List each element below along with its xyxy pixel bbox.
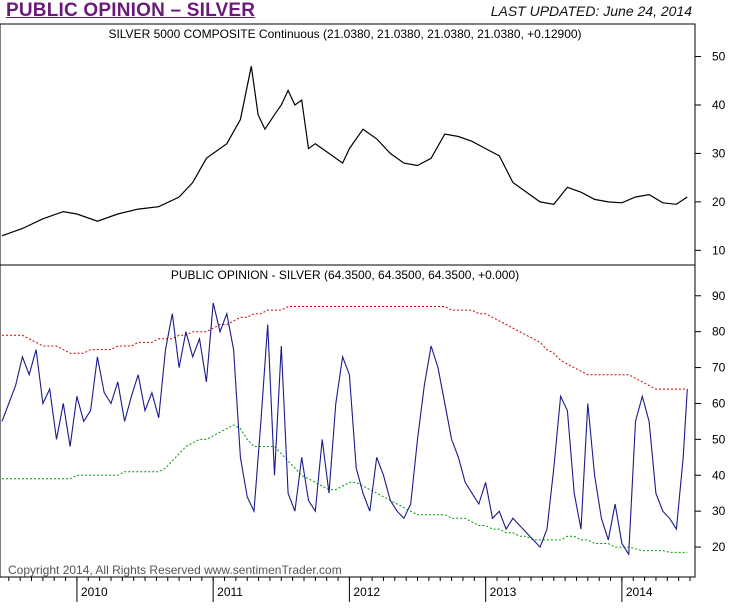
plot-frame <box>0 23 696 578</box>
opinion-panel-title: PUBLIC OPINION - SILVER (64.3500, 64.350… <box>171 268 519 282</box>
lower-band-line <box>2 424 688 553</box>
opinion-y-tick-label: 40 <box>712 468 726 482</box>
price-y-tick-label: 30 <box>712 146 726 160</box>
x-tick-label: 2012 <box>353 585 380 599</box>
opinion-y-tick-label: 20 <box>712 540 726 554</box>
price-y-axis: 10 20 30 40 50 <box>695 50 726 257</box>
upper-band-line <box>2 306 688 390</box>
price-y-tick-label: 20 <box>712 195 726 209</box>
public-opinion-line <box>1 302 688 556</box>
price-y-tick-label: 10 <box>712 243 726 257</box>
copyright-text: Copyright 2014, All Rights Reserved www.… <box>8 563 342 577</box>
opinion-y-tick-label: 60 <box>712 396 726 410</box>
opinion-y-tick-label: 80 <box>712 325 726 339</box>
price-y-tick-label: 50 <box>712 50 726 64</box>
price-panel-title: SILVER 5000 COMPOSITE Continuous (21.038… <box>108 27 581 41</box>
opinion-y-tick-label: 30 <box>712 504 726 518</box>
x-tick-label: 2014 <box>626 585 653 599</box>
opinion-y-axis: 20 30 40 50 60 70 80 90 <box>695 289 726 554</box>
silver-price-line <box>1 66 688 237</box>
opinion-y-tick-label: 70 <box>712 361 726 375</box>
last-updated-label: LAST UPDATED: June 24, 2014 <box>490 3 692 19</box>
opinion-y-tick-label: 50 <box>712 432 726 446</box>
x-tick-label: 2010 <box>81 585 108 599</box>
page-title: PUBLIC OPINION – SILVER <box>6 0 256 21</box>
x-axis: 2010 2011 2012 2013 2014 <box>8 577 691 602</box>
opinion-y-tick-label: 90 <box>712 289 726 303</box>
price-y-tick-label: 40 <box>712 98 726 112</box>
x-tick-label: 2013 <box>490 585 517 599</box>
x-tick-label: 2011 <box>217 585 243 599</box>
